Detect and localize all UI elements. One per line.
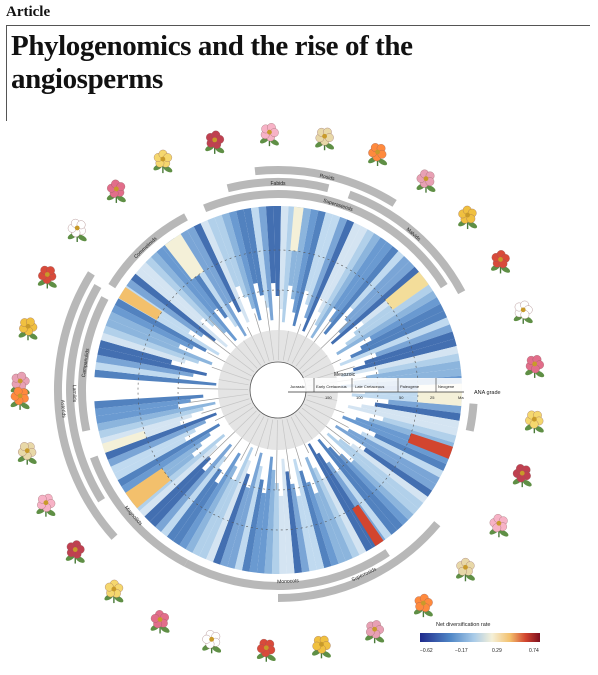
flower-illustration bbox=[259, 123, 279, 147]
clade-arc bbox=[53, 271, 118, 540]
clade-arc bbox=[226, 178, 330, 193]
clade-arc bbox=[108, 213, 188, 289]
flower-illustration bbox=[150, 610, 170, 634]
flower-illustration bbox=[153, 149, 173, 174]
tree-disc bbox=[94, 206, 462, 574]
timescale-period: Neogene bbox=[438, 384, 455, 389]
article-title: Phylogenomics and the rise of the angios… bbox=[11, 30, 413, 95]
flower-illustration bbox=[18, 317, 38, 341]
timescale-tick: 25 bbox=[430, 395, 435, 400]
clade-label: Rosids bbox=[319, 173, 336, 182]
clade-arc bbox=[254, 165, 397, 207]
timescale-era: Mesozoic bbox=[334, 372, 356, 378]
flower-illustration bbox=[37, 265, 57, 289]
clade-arc bbox=[66, 284, 105, 503]
clade-arc bbox=[277, 521, 441, 602]
flower-illustration bbox=[455, 557, 475, 582]
flower-illustration bbox=[65, 540, 85, 564]
flower-illustration bbox=[36, 493, 56, 517]
timescale-period: Late Cretaceous bbox=[355, 384, 384, 389]
clade-label: Asterids bbox=[59, 400, 67, 419]
flower-illustration bbox=[524, 410, 544, 434]
header-side-rule bbox=[6, 25, 7, 121]
phylogeny-figure: SuperasteridsCommelinidsCampanulidsMagno… bbox=[10, 123, 545, 662]
clade-arc bbox=[184, 549, 390, 590]
legend-tick: −0.62 bbox=[420, 648, 433, 654]
flower-illustration bbox=[491, 250, 511, 274]
timescale-bar: Mesozoic Jurassic Early Cretaceous Late … bbox=[288, 372, 464, 400]
flower-illustration bbox=[365, 620, 385, 644]
legend-title: Net diversification rate bbox=[436, 622, 490, 628]
flower-illustration bbox=[525, 355, 545, 378]
article-section-label: Article bbox=[6, 4, 51, 20]
tree-branches bbox=[94, 206, 462, 574]
flower-illustration bbox=[311, 635, 331, 659]
legend-tick: 0.29 bbox=[492, 648, 502, 654]
clade-label-ana-grade: ANA grade bbox=[474, 390, 501, 396]
timescale-tick: 100 bbox=[356, 395, 363, 400]
timescale-tick: 50 bbox=[399, 395, 404, 400]
flower-illustration bbox=[10, 386, 30, 410]
clade-arc bbox=[465, 403, 478, 432]
timescale-period: Jurassic bbox=[290, 384, 305, 389]
flower-illustration bbox=[17, 442, 37, 465]
timescale-period: Paleogene bbox=[400, 384, 420, 389]
clade-arc bbox=[203, 190, 448, 289]
timescale-tick: Ma bbox=[458, 395, 464, 400]
header-rule bbox=[6, 25, 590, 26]
flower-illustration bbox=[10, 371, 30, 395]
legend-tick: −0.17 bbox=[455, 648, 468, 654]
flower-illustration bbox=[104, 579, 124, 604]
clade-arc bbox=[347, 190, 466, 295]
flower-illustration bbox=[256, 638, 276, 662]
flower-illustration bbox=[416, 169, 436, 193]
flower-illustration bbox=[106, 179, 126, 203]
flower-illustration bbox=[413, 593, 433, 618]
flower-illustration bbox=[368, 143, 388, 166]
clade-arc bbox=[90, 455, 188, 567]
flower-illustration bbox=[67, 218, 87, 242]
flower-illustration bbox=[512, 464, 532, 488]
clade-arc bbox=[78, 296, 109, 432]
clade-label: Lamiids bbox=[71, 385, 77, 403]
legend-color-bar bbox=[420, 633, 540, 642]
clade-label: Fabids bbox=[270, 181, 286, 187]
clade-arcs: SuperasteridsCommelinidsCampanulidsMagno… bbox=[53, 165, 478, 602]
flower-illustration bbox=[513, 300, 533, 324]
flower-illustration bbox=[458, 205, 478, 230]
rate-legend: Net diversification rate −0.62 −0.17 0.2… bbox=[420, 622, 540, 654]
flower-illustration bbox=[315, 127, 335, 151]
flower-illustration bbox=[205, 130, 225, 154]
clade-label: Campanulids bbox=[81, 348, 91, 378]
timescale-period: Early Cretaceous bbox=[316, 384, 347, 389]
flower-illustration bbox=[489, 514, 509, 538]
flower-illustrations bbox=[10, 123, 545, 662]
clade-label: Monocots bbox=[277, 578, 299, 585]
timescale-tick: 150 bbox=[325, 395, 332, 400]
legend-tick: 0.74 bbox=[529, 648, 539, 654]
flower-illustration bbox=[202, 630, 222, 654]
